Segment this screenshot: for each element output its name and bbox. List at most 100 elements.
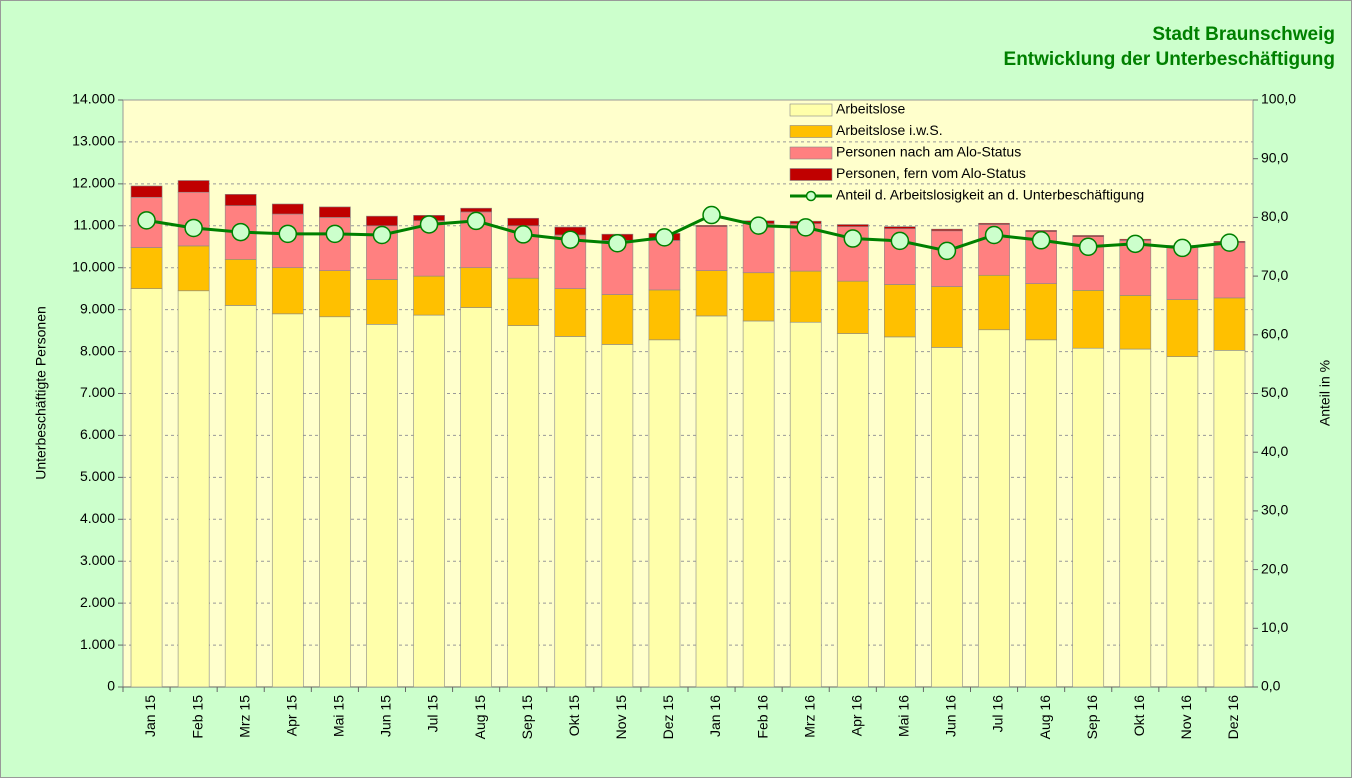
bar-segment: [648, 289, 681, 341]
x-tick-label: Nov 16: [1178, 695, 1194, 740]
x-tick-label: Jan 16: [707, 695, 723, 737]
x-tick-label: Jul 16: [990, 695, 1006, 733]
line-marker: [702, 205, 721, 225]
x-tick-label: Feb 15: [189, 695, 205, 739]
line-marker: [843, 229, 863, 248]
bar-segment: [319, 316, 351, 688]
chart-subtitle: Entwicklung der Unterbeschäftigung: [1004, 49, 1335, 70]
legend-swatch: [789, 168, 833, 181]
y-tick-label: 12.000: [72, 175, 115, 191]
y-tick-label: 11.000: [73, 216, 115, 232]
x-tick-label: Jan 15: [142, 695, 158, 737]
y-tick-label: 6.000: [80, 426, 115, 442]
bar-segment: [271, 313, 304, 688]
y-tick-label: 8.000: [80, 342, 115, 358]
y2-tick-label: 70,0: [1261, 267, 1288, 283]
bar-segment: [884, 226, 916, 230]
x-tick-label: Mrz 16: [801, 695, 817, 738]
y2-tick-label: 40,0: [1261, 443, 1288, 459]
y2-tick-label: 80,0: [1261, 208, 1288, 224]
line-marker: [1078, 237, 1098, 256]
bar-segment: [366, 279, 398, 325]
bar-segment: [836, 224, 869, 227]
bar-segment: [1072, 290, 1105, 349]
legend-swatch: [805, 190, 817, 202]
bar-segment: [1025, 339, 1057, 688]
y2-tick-label: 20,0: [1261, 560, 1288, 576]
x-tick-label: Feb 16: [754, 695, 770, 739]
legend-label: Arbeitslose i.w.S.: [836, 122, 943, 138]
bar-segment: [1166, 356, 1199, 688]
bar-segment: [460, 267, 492, 308]
line-marker: [278, 224, 298, 244]
bar-segment: [601, 344, 634, 688]
line-marker: [137, 211, 156, 230]
bar-segment: [319, 270, 351, 318]
x-tick-label: Okt 15: [566, 695, 582, 736]
bar-segment: [1119, 295, 1152, 350]
chart-title: Stadt Braunschweig: [1152, 24, 1335, 45]
bar-segment: [931, 228, 963, 232]
line-marker: [1031, 231, 1051, 250]
bar-segment: [130, 185, 163, 198]
x-tick-label: Dez 15: [660, 695, 676, 740]
bar-segment: [507, 217, 540, 227]
line-marker: [466, 211, 486, 231]
bar-segment: [884, 336, 916, 688]
bar-segment: [789, 321, 822, 688]
line-marker: [655, 228, 674, 247]
line-marker: [561, 230, 580, 249]
y-tick-label: 9.000: [80, 300, 115, 316]
x-tick-label: Sep 16: [1084, 695, 1100, 740]
legend-swatch: [789, 146, 833, 160]
bar-segment: [224, 259, 257, 306]
y-tick-label: 7.000: [80, 384, 115, 400]
line-marker: [419, 215, 439, 234]
x-tick-label: Aug 15: [472, 695, 488, 740]
y-tick-label: 4.000: [80, 510, 115, 526]
x-tick-label: Mai 16: [896, 695, 912, 737]
line-marker: [749, 216, 768, 235]
bar-segment: [1213, 350, 1246, 688]
bar-segment: [695, 225, 728, 227]
legend-label: Personen, fern vom Alo-Status: [836, 165, 1026, 181]
line-marker: [890, 231, 910, 251]
bar-segment: [648, 339, 681, 688]
x-tick-label: Jun 16: [943, 695, 959, 737]
line-marker: [796, 218, 815, 237]
x-tick-label: Apr 15: [283, 695, 299, 736]
bar-segment: [413, 314, 445, 688]
bar-segment: [1119, 348, 1152, 688]
bar-segment: [601, 294, 634, 345]
bar-segment: [177, 180, 210, 193]
line-marker: [1220, 233, 1239, 252]
bar-segment: [224, 194, 257, 206]
bar-segment: [931, 347, 963, 688]
bar-segment: [130, 247, 163, 289]
x-tick-label: Okt 16: [1131, 695, 1147, 736]
line-marker: [325, 224, 345, 244]
bar-segment: [648, 240, 681, 291]
y2-tick-label: 0,0: [1261, 678, 1281, 694]
line-marker: [372, 225, 392, 245]
bar-segment: [742, 320, 775, 688]
y-tick-label: 10.000: [72, 258, 115, 274]
legend-label: Personen nach am Alo-Status: [836, 144, 1021, 160]
line-marker: [937, 241, 957, 261]
bar-segment: [413, 275, 445, 316]
bar-segment: [884, 284, 916, 338]
bar-segment: [224, 305, 257, 688]
bar-segment: [836, 333, 869, 688]
x-tick-label: Mai 15: [331, 695, 347, 737]
legend-label: Anteil d. Arbeitslosigkeit an d. Unterbe…: [836, 187, 1144, 203]
bar-segment: [742, 272, 775, 322]
y2-tick-label: 60,0: [1261, 326, 1288, 342]
x-tick-label: Nov 15: [613, 695, 629, 740]
x-tick-label: Apr 16: [848, 695, 864, 736]
x-tick-label: Jul 15: [425, 695, 441, 733]
x-tick-label: Sep 15: [519, 695, 535, 740]
x-tick-label: Aug 16: [1037, 695, 1053, 740]
y2-axis-label: Anteil in %: [1317, 360, 1333, 426]
legend-swatch: [789, 125, 833, 138]
